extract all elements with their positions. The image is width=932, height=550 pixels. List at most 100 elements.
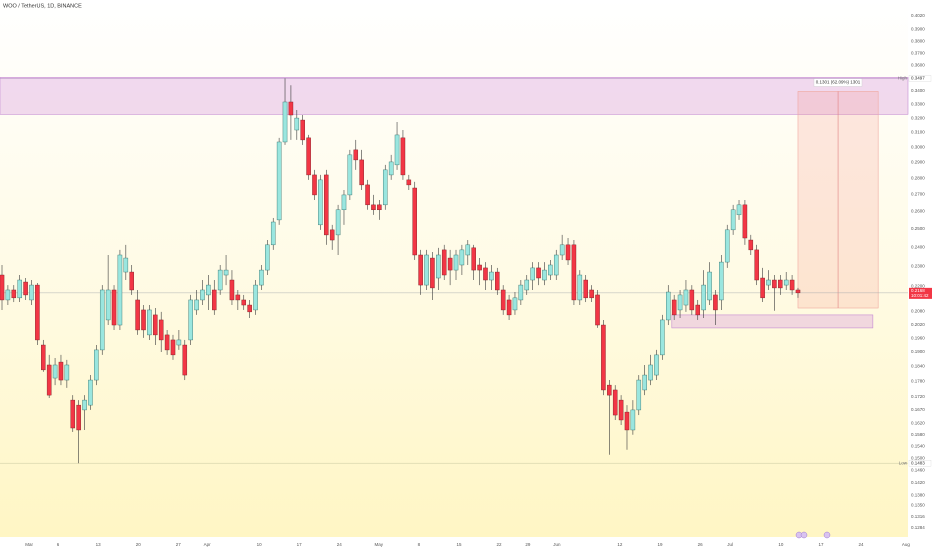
candle-body	[294, 117, 300, 131]
y-tick-label: 0.3600	[911, 63, 925, 68]
y-tick-label: 0.3400	[911, 88, 925, 93]
candle-body	[170, 339, 176, 356]
candle-body	[695, 304, 701, 316]
candle-body	[212, 289, 217, 311]
candle-body	[235, 294, 241, 301]
candle-body	[206, 284, 211, 296]
high-marker-label: 0.3497	[911, 76, 925, 81]
candle-body	[217, 269, 223, 291]
x-tick-label: 22	[497, 542, 503, 547]
candle-body	[671, 299, 677, 316]
candle-body	[0, 274, 5, 301]
candle-body	[648, 364, 653, 381]
y-tick-label: 0.1780	[911, 379, 925, 384]
candle-body	[654, 354, 659, 376]
candle-body	[182, 344, 188, 376]
candle-body	[365, 184, 370, 206]
candle-body	[105, 289, 111, 321]
candle-body	[406, 179, 412, 186]
candle-body	[783, 279, 789, 286]
candle-body	[754, 249, 759, 281]
candle-body	[111, 289, 117, 326]
candle-body	[194, 299, 199, 311]
candle-body	[347, 154, 353, 196]
x-tick-label: 19	[658, 542, 664, 547]
candle-body	[748, 239, 754, 251]
x-tick-label: Jun	[553, 542, 561, 547]
candle-body	[707, 271, 712, 301]
candle-body	[282, 101, 288, 143]
candle-body	[324, 174, 329, 236]
candle-body	[329, 229, 335, 241]
y-tick-label: 0.3200	[911, 115, 925, 120]
zone	[0, 77, 909, 115]
candle-body	[288, 101, 294, 116]
candle-body	[52, 364, 58, 379]
candle-body	[46, 364, 52, 396]
y-tick-label: 0.1380	[911, 493, 925, 498]
candle-body	[630, 409, 636, 431]
candle-body	[689, 289, 695, 311]
candle-body	[595, 294, 600, 326]
candle-body	[123, 257, 129, 273]
x-tick-label: 12	[617, 542, 623, 547]
candle-body	[583, 279, 588, 299]
x-tick-label: 10	[257, 542, 263, 547]
time-axis	[0, 537, 908, 550]
candle-body	[577, 274, 583, 301]
y-tick-label: 0.3100	[911, 130, 925, 135]
low-marker-label: 0.1483	[911, 460, 925, 465]
candle-body	[636, 379, 642, 411]
candle-body	[436, 254, 441, 279]
candle-body	[601, 324, 606, 391]
candle-body	[719, 261, 724, 301]
candle-body	[553, 254, 559, 276]
y-tick-label: 0.4020	[911, 13, 925, 18]
y-tick-label: 0.2500	[911, 226, 925, 231]
candle-body	[730, 209, 736, 231]
candle-body	[176, 339, 182, 346]
y-tick-label: 0.3000	[911, 144, 925, 149]
candle-body	[465, 244, 471, 256]
chart-layer: 0.1301 (62.09%) 1301 0.4020 0.3900 0.3800 0.…	[0, 13, 932, 547]
y-tick-label: 0.1350	[911, 503, 925, 508]
candle-body	[489, 271, 494, 281]
candle-body	[459, 249, 465, 266]
low-marker-name: Low	[899, 460, 908, 465]
y-tick-label: 0.2800	[911, 175, 925, 180]
candle-body	[382, 169, 388, 206]
candle-body	[241, 299, 247, 306]
candle-body	[135, 299, 140, 331]
candle-body	[377, 204, 382, 211]
event-icon[interactable]	[823, 531, 831, 539]
candle-body	[353, 149, 359, 161]
candle-body	[772, 279, 777, 289]
candle-body	[247, 304, 252, 313]
x-tick-label: 20	[136, 542, 142, 547]
event-icon[interactable]	[800, 531, 808, 539]
y-tick-label: 0.2020	[911, 322, 925, 327]
y-tick-label: 0.1960	[911, 335, 925, 340]
candle-body	[424, 254, 429, 286]
y-tick-label: 0.1284	[911, 525, 925, 530]
y-tick-label: 0.2080	[911, 309, 925, 314]
candle-body	[318, 179, 323, 226]
y-tick-label: 0.2600	[911, 209, 925, 214]
x-tick-label: 13	[96, 542, 102, 547]
x-tick-label: Aug	[902, 542, 911, 547]
candle-body	[530, 267, 535, 281]
y-tick-label: 0.1460	[911, 467, 925, 472]
candle-body	[607, 384, 612, 396]
candle-body	[17, 279, 22, 299]
candle-body	[571, 244, 577, 301]
candle-body	[58, 361, 64, 381]
y-tick-label: 0.1840	[911, 364, 925, 369]
last-price-label: 0.2168	[911, 288, 925, 293]
candle-body	[724, 229, 730, 263]
candle-body	[35, 284, 40, 341]
candle-body	[41, 344, 46, 371]
candle-body	[129, 271, 134, 291]
candle-body	[188, 299, 193, 341]
x-tick-label: Mar	[25, 542, 33, 547]
high-marker-box	[908, 75, 932, 82]
